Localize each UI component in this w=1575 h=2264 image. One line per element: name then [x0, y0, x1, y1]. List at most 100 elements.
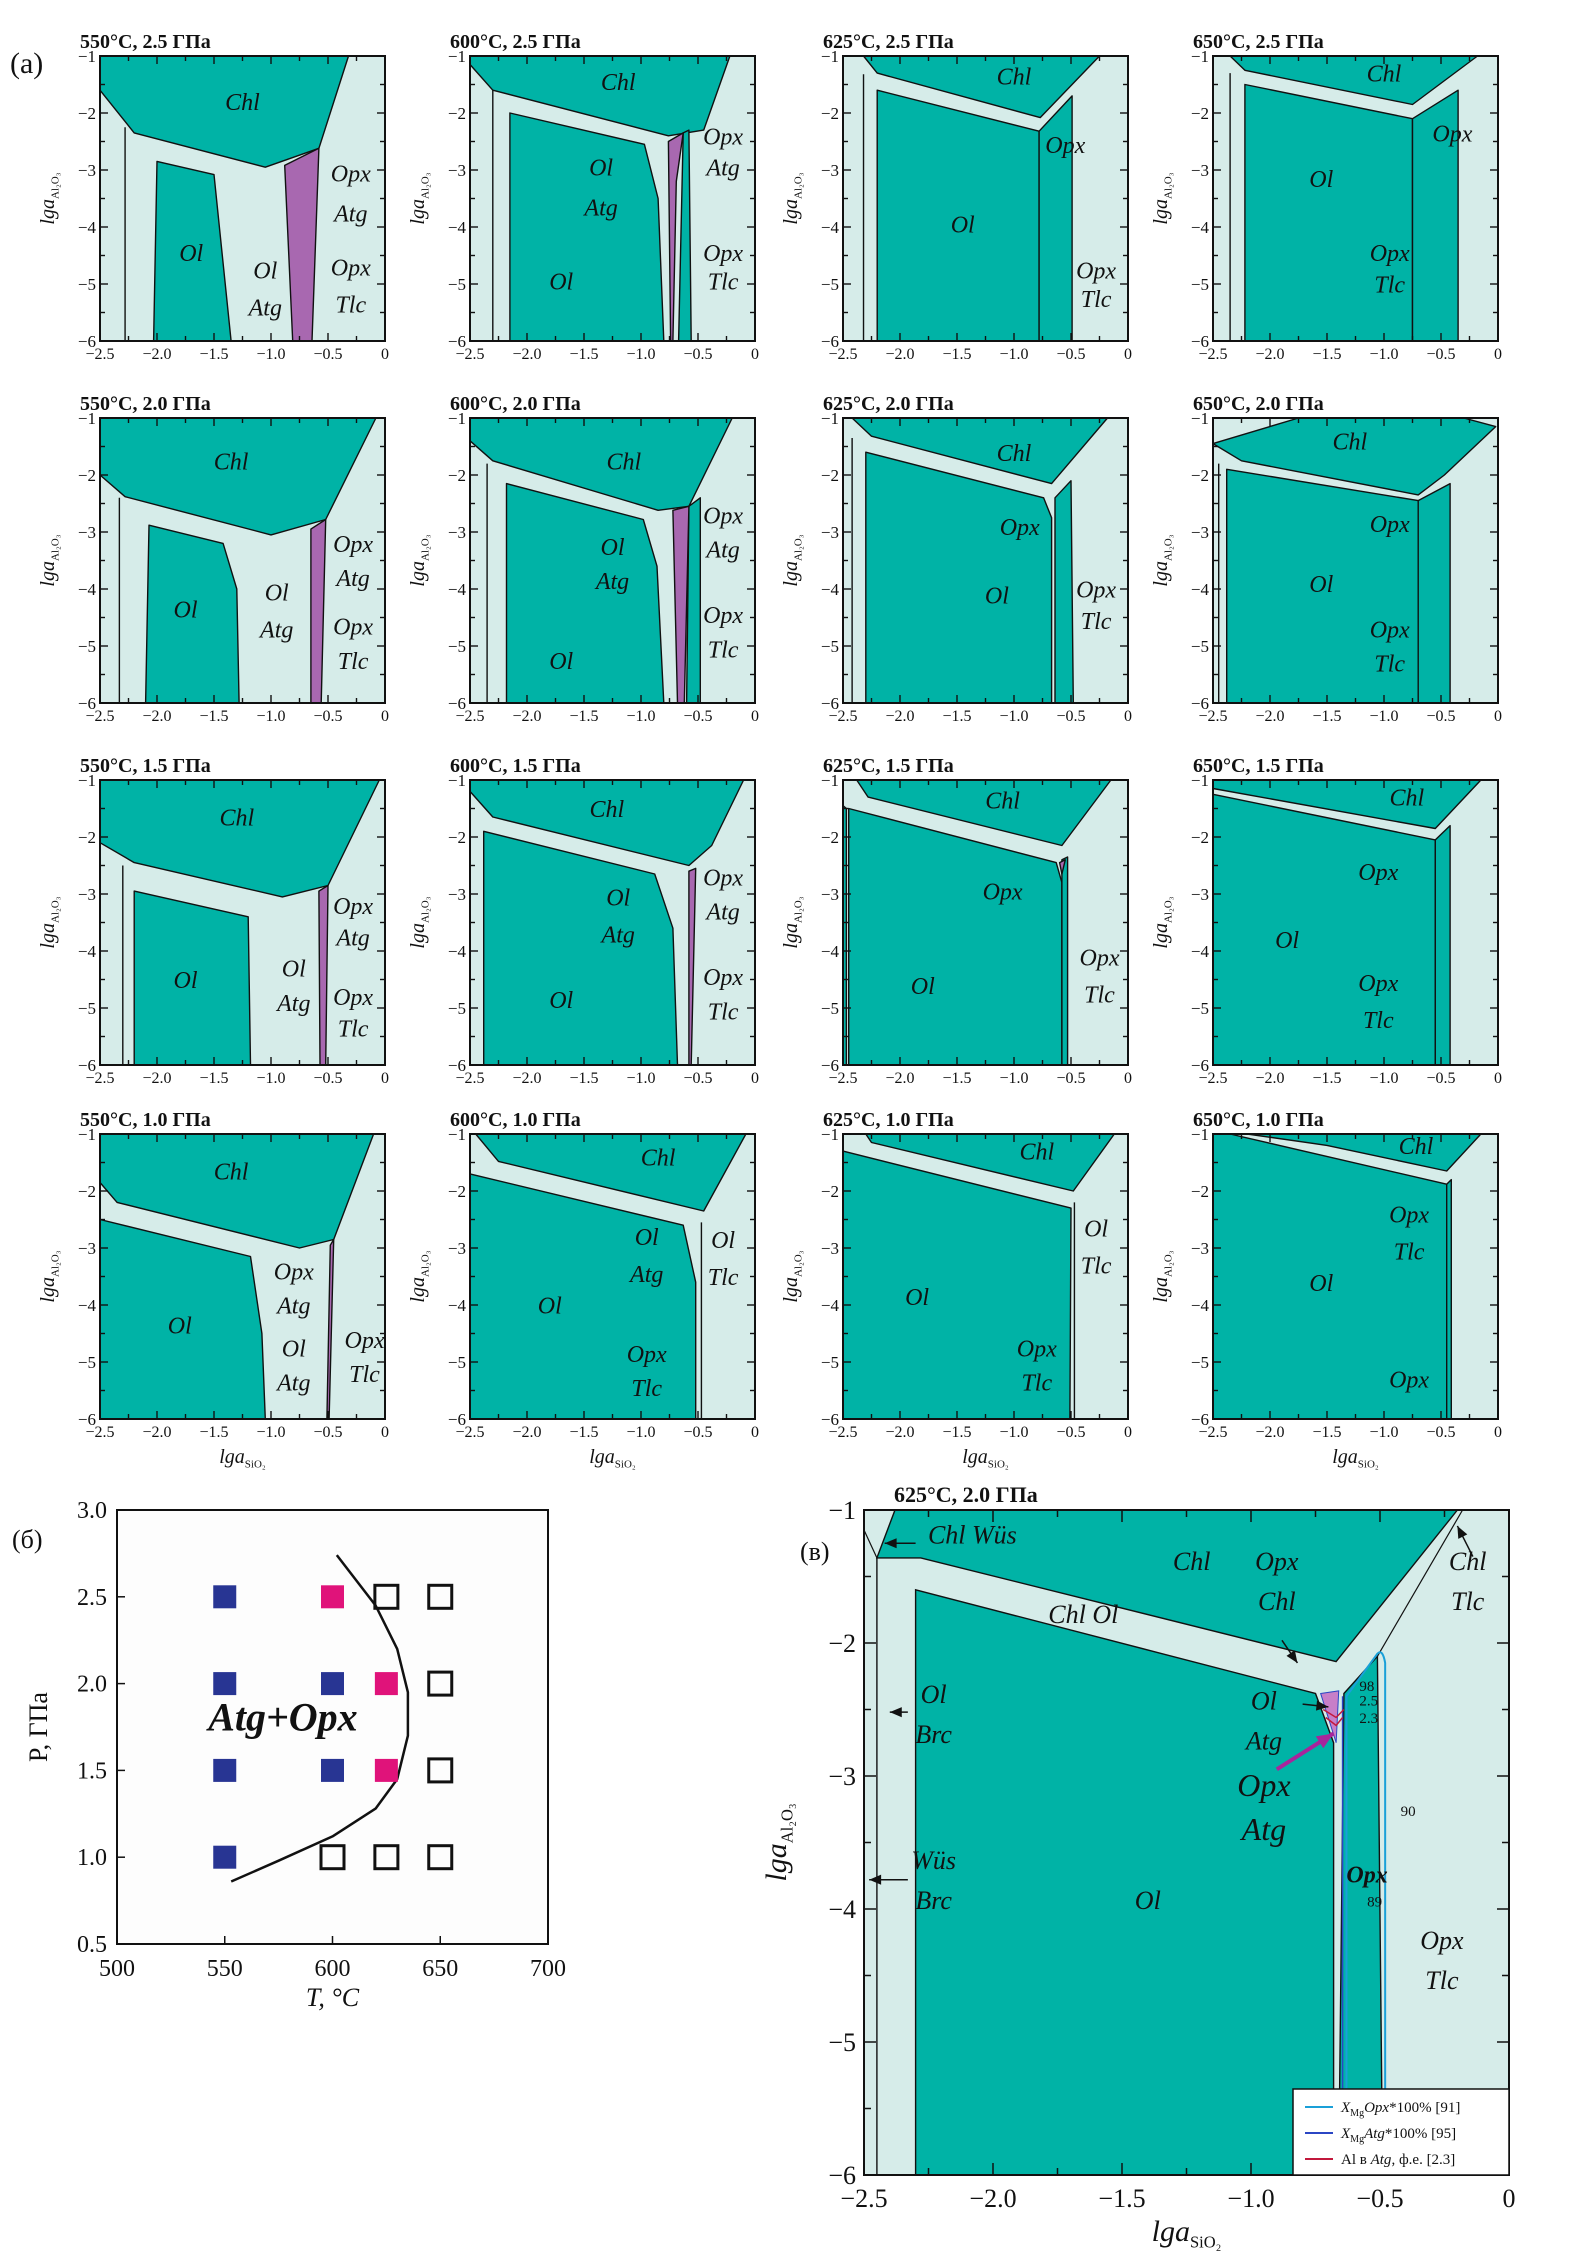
- y-axis-label: lgaAl₂O₃: [37, 1250, 61, 1302]
- phase-label: Opx: [1370, 617, 1410, 643]
- phase-label: Opx: [1358, 860, 1398, 886]
- x-tick-label: −2.0: [885, 1070, 914, 1087]
- y-axis-label-main: lga: [407, 1277, 429, 1303]
- panel-title: 600°C, 1.5 ГПа: [450, 755, 581, 777]
- x-axis-label-sub: SiO₂: [1358, 1458, 1379, 1470]
- y-axis-label: lgaAl₂O₃: [37, 172, 61, 224]
- x-axis-label: lgaSiO₂: [1332, 1446, 1379, 1470]
- x-tick-label: 0: [751, 708, 759, 725]
- y-axis-label-sub: Al₂O₃: [792, 1250, 804, 1277]
- phase-label: Opx: [703, 603, 743, 629]
- phase-panel-600C-1GPa: 600°C, 1.0 ГПа −2.5 −2.0 −1.5 −1.0 −0.5 0 −1 −2 −…: [407, 1109, 759, 1470]
- phase-label: Opx: [1389, 1202, 1429, 1228]
- isopleth-label: 98: [1359, 1679, 1374, 1695]
- x-tick-label: −2.5: [85, 708, 114, 725]
- x-tick-label: −2.0: [885, 1424, 914, 1441]
- x-tick-label: −2.0: [142, 708, 171, 725]
- y-axis-label-main: lga: [37, 561, 59, 587]
- arrow-chl-tlc-head: [1457, 1525, 1468, 1539]
- y-tick-label: −6: [1191, 1056, 1209, 1075]
- y-tick-label: −3: [821, 1239, 839, 1258]
- y-tick-label: 2.5: [77, 1585, 107, 1611]
- phase-panel-550C-2GPa: 550°C, 2.0 ГПа −2.5 −2.0 −1.5 −1.0 −0.5 0 −1 −2 −…: [37, 393, 389, 725]
- x-tick-label: −2.0: [1255, 346, 1284, 363]
- phase-label: Opx: [1370, 512, 1410, 538]
- y-tick-label: −5: [821, 1353, 839, 1372]
- y-tick-label: −6: [78, 1056, 96, 1075]
- y-tick-label: −1: [821, 47, 839, 66]
- phase-label: Tlc: [338, 649, 369, 675]
- x-tick-label: −1.5: [1312, 1070, 1341, 1087]
- y-axis-label-main: lga: [780, 1277, 802, 1303]
- y-tick-label: −3: [448, 161, 466, 180]
- x-axis-label: lgaSiO₂: [962, 1446, 1009, 1470]
- y-axis-label-sub: Al₂O₃: [49, 1250, 61, 1277]
- blue-filled-square-point: [213, 1845, 237, 1869]
- y-axis-label-sub: Al₂O₃: [49, 534, 61, 561]
- y-tick-label: −2: [821, 466, 839, 485]
- phase-label: Atg: [334, 925, 369, 951]
- y-axis-label-text: lgaAl₂O₃: [407, 172, 431, 224]
- field-stable: [1212, 793, 1437, 1066]
- x-axis-label-sub: SiO₂: [245, 1458, 266, 1470]
- pink-filled-square-point: [374, 1758, 398, 1782]
- x-axis-label-sub: SiO₂: [615, 1458, 636, 1470]
- phase-panel-625C-2GPa: 625°C, 2.0 ГПа −2.5 −2.0 −1.5 −1.0 −0.5 0 −1 −2 −…: [780, 393, 1132, 725]
- x-axis-label-text: lgaSiO₂: [1152, 2215, 1222, 2252]
- x-tick-label: −0.5: [313, 346, 342, 363]
- phase-label: Ol: [549, 649, 573, 675]
- y-axis-label: lgaAl₂O₃: [407, 534, 431, 586]
- x-tick-label: −1.0: [626, 1070, 655, 1087]
- y-axis-label-text: lgaAl₂O₃: [1150, 534, 1174, 586]
- arrow-opx-atg-head: [1315, 1733, 1334, 1749]
- x-tick-label: −1.0: [1369, 1424, 1398, 1441]
- phase-label: Atg: [247, 295, 282, 321]
- x-tick-label: −2.5: [455, 1070, 484, 1087]
- phase-label: Chl: [589, 797, 624, 823]
- y-tick-label: −2: [1191, 466, 1209, 485]
- x-tick-label: −1.5: [569, 708, 598, 725]
- x-axis-label-main: lga: [219, 1446, 245, 1468]
- arrow-ol-brc-head: [889, 1707, 902, 1718]
- y-tick-label: −5: [78, 275, 96, 294]
- x-axis-label-main: lga: [1332, 1446, 1358, 1468]
- y-tick-label: −6: [78, 694, 96, 713]
- x-tick-label: −1.5: [1312, 346, 1341, 363]
- phase-label: Chl: [225, 90, 260, 116]
- phase-label: Atg: [275, 1371, 310, 1397]
- phase-label: Ol: [538, 1294, 562, 1320]
- x-tick-label: 0: [381, 1424, 389, 1441]
- phase-label: Atg: [334, 566, 369, 592]
- phase-panel-650C-1GPa: 650°C, 1.0 ГПа −2.5 −2.0 −1.5 −1.0 −0.5 0 −1 −2 −…: [1150, 1109, 1502, 1470]
- y-axis-label-main: lga: [780, 561, 802, 587]
- y-axis-label-main: lga: [780, 199, 802, 225]
- open-square-point: [427, 1844, 454, 1871]
- phase-label: Chl: [1449, 1547, 1487, 1576]
- y-axis-label: lgaAl₂O₃: [780, 1250, 804, 1302]
- stability-boundary-curve: [230, 1554, 410, 1883]
- y-axis-label-text: lgaAl₂O₃: [37, 1250, 61, 1302]
- phase-label: Opx: [1432, 122, 1472, 148]
- blue-filled-square-point: [213, 1758, 237, 1782]
- legend-mineral: Opx: [1364, 2100, 1389, 2116]
- x-tick-label: −0.5: [313, 708, 342, 725]
- phase-label: Ol: [589, 156, 613, 182]
- x-tick-label: −2.0: [512, 346, 541, 363]
- y-axis-label-sub: Al₂O₃: [1162, 896, 1174, 923]
- y-tick-label: −4: [448, 218, 467, 237]
- phase-label: Opx: [1017, 1336, 1057, 1362]
- x-axis-label-main: lga: [589, 1446, 615, 1468]
- y-axis-label-text: lgaAl₂O₃: [407, 896, 431, 948]
- y-axis-label: P, ГПа: [24, 1692, 53, 1762]
- phase-label: Tlc: [708, 637, 739, 663]
- y-tick-label: −3: [821, 161, 839, 180]
- phase-label: Opx: [333, 615, 373, 641]
- y-axis-label: lgaAl₂O₃: [407, 1250, 431, 1302]
- panel-title: 625°C, 2.0 ГПа: [823, 393, 954, 415]
- x-tick-label: 0: [1124, 1424, 1132, 1441]
- phase-label: Tlc: [1394, 1239, 1425, 1265]
- phase-label: Chl: [1332, 429, 1367, 455]
- y-tick-label: −2: [828, 1629, 856, 1658]
- legend: XMgOpx*100% [91]XMgAtg*100% [95]Al в Atg…: [1292, 2088, 1510, 2176]
- phase-label: Tlc: [1425, 1966, 1459, 1995]
